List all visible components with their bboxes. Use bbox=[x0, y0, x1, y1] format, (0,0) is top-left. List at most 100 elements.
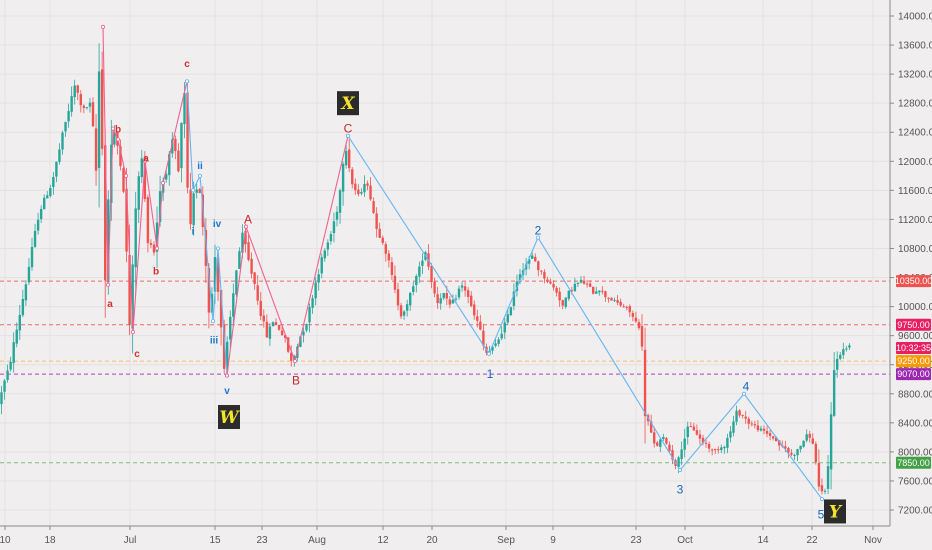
candle-down bbox=[265, 321, 269, 338]
candle-down bbox=[811, 438, 814, 444]
wave-box-label: W bbox=[219, 408, 240, 428]
x-tick-label: Aug bbox=[308, 535, 326, 546]
candle-up bbox=[683, 438, 686, 450]
y-tick-label: 12000.00 bbox=[898, 157, 932, 168]
wave-label: ii bbox=[197, 161, 203, 172]
candle-up bbox=[302, 331, 305, 336]
wave-box-label: Y bbox=[829, 502, 843, 522]
candle-up bbox=[802, 440, 805, 447]
wave-pivot bbox=[243, 224, 248, 229]
x-tick-label: 20 bbox=[426, 535, 438, 546]
level-badge-bg bbox=[896, 275, 931, 288]
wave-pivot bbox=[124, 173, 129, 178]
y-tick-label: 11200.00 bbox=[898, 215, 932, 226]
candle-down bbox=[152, 244, 156, 253]
candle-down bbox=[656, 442, 659, 446]
candle-down bbox=[552, 284, 555, 288]
candle-up bbox=[27, 266, 31, 283]
candle-up bbox=[503, 322, 506, 333]
candle-down bbox=[280, 330, 284, 336]
candle-up bbox=[320, 257, 323, 274]
y-tick-label: 11600.00 bbox=[898, 186, 932, 197]
x-tick-label: 12 bbox=[377, 535, 389, 546]
y-tick-label: 14000.00 bbox=[898, 12, 932, 23]
level-badge-label: 7850.00 bbox=[897, 458, 930, 468]
candle-down bbox=[695, 430, 699, 435]
candle-up bbox=[527, 259, 531, 264]
wave-box: Y bbox=[824, 499, 846, 524]
candle-down bbox=[381, 237, 384, 243]
candle-down bbox=[701, 437, 705, 444]
wave-pivot bbox=[154, 246, 159, 251]
candle-up bbox=[451, 299, 455, 304]
candle-up bbox=[497, 339, 500, 344]
candle-up bbox=[839, 354, 842, 359]
candle-down bbox=[396, 289, 400, 306]
wave-pivot bbox=[101, 24, 106, 29]
candle-down bbox=[808, 433, 811, 438]
candle-down bbox=[707, 443, 711, 449]
candle-down bbox=[91, 102, 95, 127]
wave-line bbox=[102, 26, 188, 333]
wave-pivot bbox=[160, 181, 165, 186]
candle-down bbox=[378, 228, 381, 238]
plot-background bbox=[0, 0, 890, 526]
candle-up bbox=[457, 288, 461, 298]
candle-down bbox=[174, 138, 177, 152]
candle-up bbox=[326, 242, 330, 250]
candle-down bbox=[814, 443, 818, 463]
candle-up bbox=[36, 219, 40, 231]
candle-down bbox=[744, 416, 747, 419]
candle-up bbox=[826, 466, 830, 489]
wave-pivot bbox=[106, 282, 111, 287]
candle-up bbox=[509, 307, 513, 316]
wave-label: c bbox=[134, 349, 140, 360]
candle-up bbox=[314, 282, 317, 299]
y-tick-label: 9600.00 bbox=[898, 331, 932, 342]
candle-down bbox=[771, 436, 775, 439]
candle-up bbox=[677, 457, 680, 467]
candle-up bbox=[165, 173, 168, 180]
wave-pivot bbox=[210, 319, 215, 324]
candle-up bbox=[823, 490, 827, 492]
candle-up bbox=[723, 446, 726, 449]
candle-down bbox=[283, 335, 287, 338]
candle-down bbox=[277, 325, 281, 330]
candle-down bbox=[76, 85, 79, 93]
candle-down bbox=[610, 297, 613, 301]
wave-box-label: X bbox=[340, 94, 355, 114]
level-badge-label: 9750.00 bbox=[897, 320, 930, 330]
wave-pivot bbox=[820, 497, 825, 502]
candle-down bbox=[537, 261, 540, 271]
candle-up bbox=[317, 274, 320, 283]
candle-down bbox=[369, 185, 372, 200]
candle-up bbox=[402, 311, 406, 316]
candle-down bbox=[143, 156, 147, 200]
candle-down bbox=[765, 431, 769, 434]
level-badge-bg bbox=[896, 318, 931, 331]
candle-up bbox=[0, 392, 3, 405]
candle-up bbox=[409, 292, 412, 306]
candle-up bbox=[39, 208, 43, 220]
candle-down bbox=[274, 322, 278, 325]
candle-down bbox=[177, 150, 180, 172]
wave-label: 2 bbox=[535, 223, 542, 237]
candle-down bbox=[607, 297, 610, 299]
wave-pivot bbox=[142, 159, 147, 164]
candle-up bbox=[70, 96, 73, 112]
candle-down bbox=[149, 243, 153, 245]
candle-up bbox=[271, 322, 275, 327]
candle-up bbox=[241, 232, 244, 253]
candle-up bbox=[805, 434, 808, 441]
y-tick-label: 7600.00 bbox=[898, 476, 932, 487]
candle-up bbox=[454, 298, 458, 300]
candle-down bbox=[189, 189, 192, 225]
candle-down bbox=[778, 440, 781, 446]
level-badge-label: 10350.00 bbox=[895, 276, 932, 286]
x-axis[interactable]: 10 18 Jul 15 23 Aug 12 20 Sep 9 23 Oct 14 22 Nov bbox=[0, 526, 882, 546]
candle-down bbox=[354, 183, 357, 191]
candle-up bbox=[158, 191, 162, 222]
candle-up bbox=[579, 279, 583, 283]
